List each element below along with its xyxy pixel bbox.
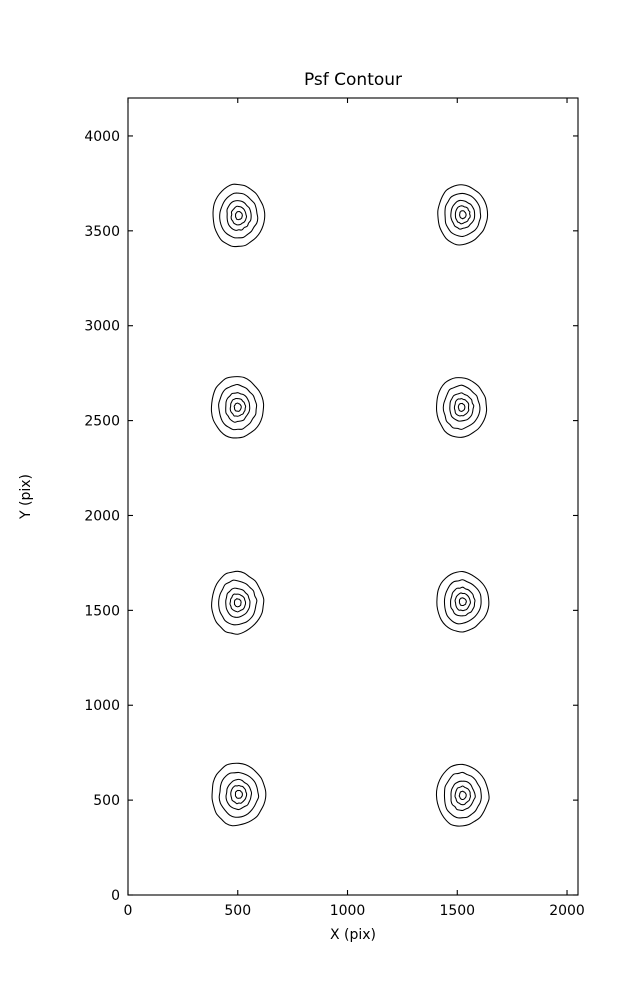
contour-level-3	[226, 200, 252, 231]
contour-level-1	[437, 184, 489, 246]
contour-level-5	[233, 598, 242, 608]
contour-level-4	[454, 205, 471, 225]
y-tick-label: 500	[93, 793, 120, 809]
contour-level-5	[235, 210, 243, 221]
contour-level-4	[230, 205, 248, 226]
contour-level-5	[459, 210, 467, 220]
plot-frame	[127, 97, 579, 896]
contour-layer	[210, 183, 490, 827]
contour-level-1	[210, 376, 265, 439]
contour-level-3	[450, 199, 476, 230]
contour-level-2	[443, 771, 482, 819]
chart-title: Psf Contour	[304, 70, 402, 90]
y-axis-label: Y (pix)	[18, 474, 34, 520]
contour-level-2	[218, 579, 258, 626]
x-tick-label: 2000	[549, 903, 585, 919]
contour-level-5	[458, 597, 467, 607]
y-tick-label: 1500	[84, 603, 120, 619]
x-tick-label: 1000	[330, 903, 366, 919]
contour-level-4	[454, 592, 471, 612]
contour-level-1	[435, 763, 490, 827]
contour-level-2	[443, 579, 482, 625]
x-tick-label: 1500	[439, 903, 475, 919]
y-tick-label: 3000	[84, 319, 120, 335]
contour-level-3	[225, 392, 251, 423]
y-tick-label: 1000	[84, 698, 120, 714]
psf-source	[210, 376, 265, 439]
psf-source	[211, 762, 267, 827]
contour-level-4	[229, 593, 247, 613]
x-tick-label: 0	[124, 903, 133, 919]
y-tick-label: 0	[111, 888, 120, 904]
y-tick-label: 2000	[84, 508, 120, 524]
x-tick-label: 500	[224, 903, 251, 919]
contour-level-3	[449, 392, 475, 422]
contour-level-5	[458, 790, 467, 801]
psf-source	[437, 184, 489, 246]
x-axis-label: X (pix)	[330, 927, 376, 943]
contour-level-5	[233, 402, 242, 412]
psf-source	[436, 570, 490, 633]
contour-level-4	[229, 397, 247, 417]
y-tick-label: 3500	[84, 224, 120, 240]
contour-level-1	[436, 570, 490, 633]
contour-level-3	[450, 586, 476, 617]
contour-level-5	[457, 402, 466, 412]
psf-source	[211, 570, 265, 635]
contour-level-3	[225, 587, 251, 618]
psf-source	[435, 377, 488, 438]
contour-level-1	[435, 377, 488, 438]
contour-level-1	[212, 183, 266, 248]
contour-level-1	[211, 570, 265, 635]
psf-source	[212, 183, 266, 248]
y-tick-label: 2500	[84, 414, 120, 430]
contour-level-2	[218, 771, 260, 818]
contour-level-4	[454, 785, 471, 806]
contour-level-4	[230, 784, 248, 805]
contour-level-2	[444, 192, 482, 238]
contour-level-1	[211, 762, 267, 827]
contour-level-4	[453, 398, 470, 417]
contour-level-3	[225, 778, 253, 811]
contour-level-5	[234, 789, 244, 799]
contour-level-2	[219, 192, 259, 239]
contour-level-2	[442, 384, 481, 430]
y-tick-label: 4000	[84, 129, 120, 145]
psf-source	[435, 763, 490, 827]
contour-level-3	[450, 780, 476, 812]
contour-level-2	[218, 384, 258, 431]
